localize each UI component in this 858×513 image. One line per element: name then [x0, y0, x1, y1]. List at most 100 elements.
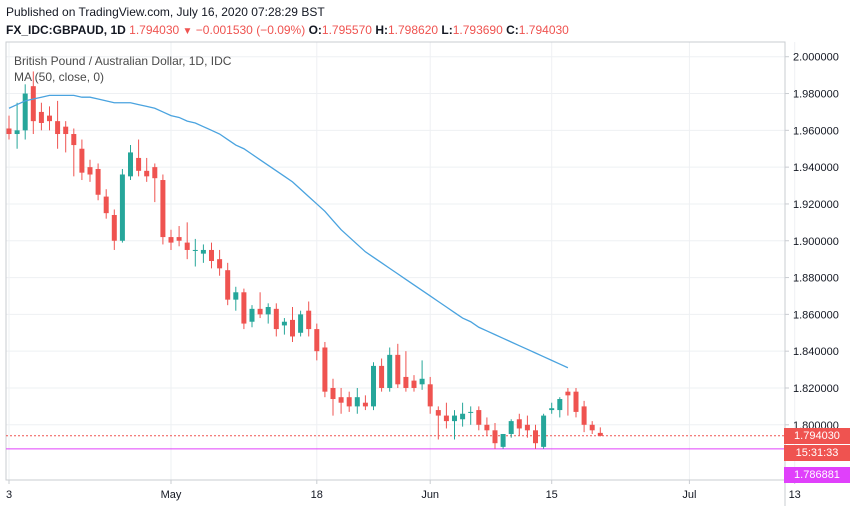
open-value: 1.795570: [321, 23, 372, 37]
candle-down: [346, 391, 352, 412]
candle-body: [403, 376, 409, 388]
candle-body: [330, 387, 336, 400]
candle-body: [362, 402, 368, 407]
candle-up: [460, 402, 466, 427]
candle-down: [403, 351, 409, 392]
candle-down: [427, 376, 433, 414]
candle-body: [298, 314, 304, 333]
candle-down: [330, 378, 336, 416]
candle-down: [184, 222, 190, 260]
candle-down: [176, 226, 182, 247]
candle-down: [71, 128, 77, 177]
y-tick-label: 1.840000: [793, 346, 839, 358]
candle-body: [387, 354, 393, 388]
moving-average: [8, 94, 569, 369]
candle-body: [38, 111, 44, 123]
bar-countdown-tag: 15:31:33: [784, 444, 850, 461]
candle-body: [184, 242, 190, 250]
y-tick-label: 1.820000: [793, 383, 839, 395]
y-tick-label: 1.980000: [793, 89, 839, 101]
candle-down: [63, 121, 69, 153]
candle-body: [354, 397, 360, 407]
grid: [6, 42, 796, 480]
levels: [6, 435, 785, 450]
candle-body: [533, 430, 538, 444]
candle-body: [95, 168, 101, 195]
candle-body: [435, 410, 441, 416]
candle-body: [14, 130, 20, 135]
candle-up: [22, 84, 28, 140]
candle-body: [476, 410, 482, 425]
candle-up: [119, 168, 125, 243]
candle-down: [290, 307, 295, 342]
close-label: C:: [506, 23, 519, 37]
candle-body: [152, 167, 158, 179]
candle-body: [371, 365, 376, 407]
y-tick-label: 1.880000: [793, 273, 839, 285]
candle-body: [581, 406, 587, 425]
candle-down: [306, 301, 312, 337]
published-info: Published on TradingView.com, July 16, 2…: [6, 5, 325, 19]
candle-down: [87, 159, 93, 182]
candle-body: [225, 270, 231, 300]
candle-body: [233, 292, 239, 300]
candle-body: [573, 391, 579, 412]
candle-up: [233, 286, 239, 311]
x-tick-label: 3: [6, 489, 12, 501]
candle-down: [273, 303, 279, 337]
candle-body: [484, 424, 490, 431]
candle-down: [314, 323, 320, 361]
low-value: 1.793690: [452, 23, 503, 37]
candle-body: [192, 249, 198, 251]
symbol-ohlc-bar: FX_IDC:GBPAUD, 1D 1.794030 ▼ −0.001530 (…: [6, 23, 569, 37]
candle-up: [549, 402, 555, 414]
candle-down: [524, 415, 530, 438]
candle-body: [144, 170, 150, 177]
candle-body: [168, 237, 174, 243]
candle-down: [565, 387, 571, 416]
candle-up: [508, 419, 514, 438]
candle-body: [79, 148, 85, 173]
candle-body: [460, 413, 466, 420]
candle-up: [200, 244, 206, 263]
candle-body: [524, 424, 530, 431]
candle-down: [30, 71, 36, 135]
x-tick-label: May: [161, 489, 182, 501]
candle-down: [257, 292, 263, 319]
candle-down: [597, 427, 603, 437]
x-tick-label: 13: [789, 489, 801, 501]
candle-body: [30, 86, 36, 122]
candle-body: [589, 424, 595, 431]
candle-body: [565, 391, 571, 396]
close-value: 1.794030: [518, 23, 569, 37]
candle-down: [168, 229, 174, 250]
candle-body: [549, 408, 555, 411]
candle-up: [14, 102, 20, 149]
down-arrow-icon: ▼: [182, 26, 193, 37]
x-tick-label: 15: [546, 489, 558, 501]
candle-up: [541, 413, 547, 449]
candle-up: [371, 362, 376, 411]
candle-body: [306, 310, 312, 330]
plot-frame: [5, 41, 786, 481]
last-price-tag: 1.794030: [784, 427, 850, 444]
candle-body: [63, 126, 69, 135]
candle-body: [55, 121, 61, 135]
y-tick-label: 1.920000: [793, 199, 839, 211]
candle-body: [265, 307, 271, 315]
candle-body: [427, 384, 433, 407]
last-price: 1.794030: [129, 23, 180, 37]
candle-down: [225, 262, 231, 306]
candle-down: [379, 358, 385, 392]
ma-legend: MA (50, close, 0): [14, 70, 105, 84]
candle-down: [241, 288, 247, 330]
candle-down: [533, 424, 538, 449]
candle-up: [192, 238, 198, 267]
candle-body: [508, 421, 514, 434]
candle-body: [346, 397, 352, 407]
candle-up: [452, 410, 457, 440]
high-value: 1.798620: [387, 23, 439, 37]
candle-down: [573, 387, 579, 418]
x-tick-label: Jul: [682, 489, 696, 501]
